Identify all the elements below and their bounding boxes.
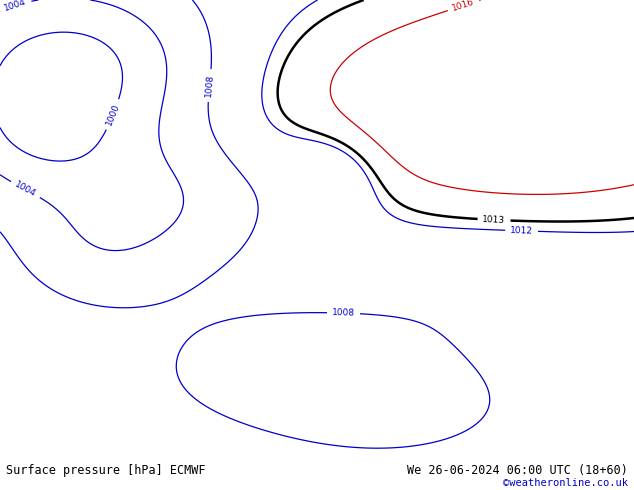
Text: Surface pressure [hPa] ECMWF: Surface pressure [hPa] ECMWF xyxy=(6,464,206,477)
Text: 1008: 1008 xyxy=(332,308,355,318)
Text: We 26-06-2024 06:00 UTC (18+60): We 26-06-2024 06:00 UTC (18+60) xyxy=(407,464,628,477)
Text: 1000: 1000 xyxy=(105,102,122,127)
Text: 1016: 1016 xyxy=(451,0,476,13)
Text: 1013: 1013 xyxy=(482,215,506,225)
Text: ©weatheronline.co.uk: ©weatheronline.co.uk xyxy=(503,478,628,488)
Text: 1004: 1004 xyxy=(13,180,37,199)
Text: 1008: 1008 xyxy=(204,74,215,98)
Text: 1004: 1004 xyxy=(3,0,28,13)
Text: 1012: 1012 xyxy=(510,226,533,236)
